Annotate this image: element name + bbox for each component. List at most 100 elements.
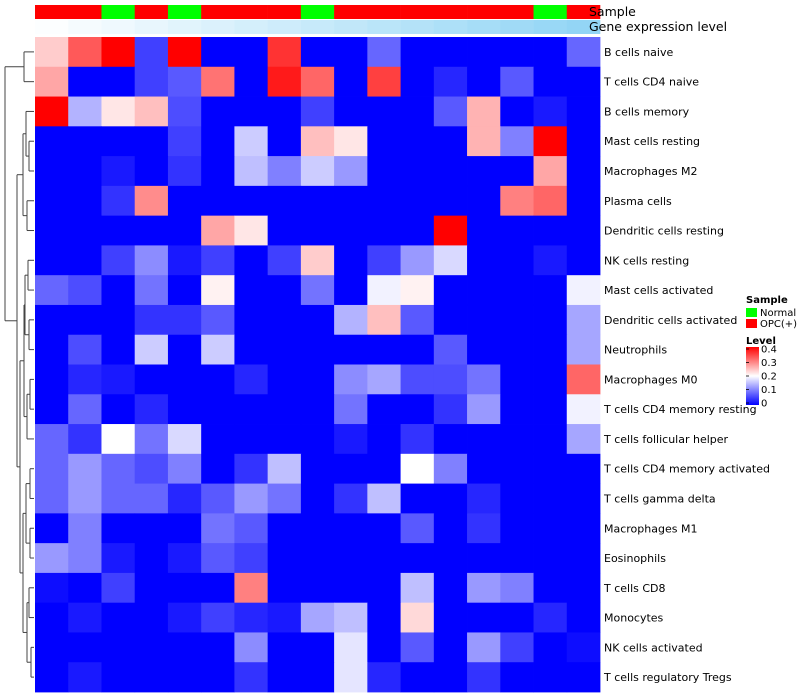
heatmap-cell [167,453,202,484]
heatmap-cell [68,424,102,455]
heatmap-cell [300,304,335,336]
heatmap-cell [201,96,235,127]
heatmap-cell [134,364,169,395]
heatmap-cell [400,453,435,484]
heatmap-cell [433,334,468,365]
heatmap-cell [300,513,335,544]
heatmap-cell [433,156,468,187]
heatmap-cell [234,453,269,484]
heatmap-cell [467,453,501,484]
heatmap-cell [68,126,102,157]
heatmap-cell [467,156,501,187]
heatmap-cell [533,543,568,574]
heatmap-cell [134,483,169,514]
heatmap-cell [201,453,235,484]
heatmap-cell [300,483,335,514]
heatmap-cell [167,364,202,395]
heatmap-cell [467,483,501,514]
heatmap-cell [367,364,401,395]
heatmap-cell [467,185,501,217]
heatmap-cell [201,483,235,514]
legend-tick-label: 0.1 [761,385,777,396]
heatmap-cell [234,632,269,663]
heatmap-cell [267,37,302,68]
heatmap-cell [433,513,468,544]
heatmap-cell [500,185,534,217]
heatmap-cell [68,334,102,365]
heatmap-cell [566,185,601,217]
heatmap-cell [334,37,368,68]
heatmap-cell [267,662,302,693]
row-label: T cells CD4 naive [603,76,699,89]
heatmap-cell [101,424,136,455]
heatmap-cell [68,245,102,276]
heatmap-cell [134,275,169,306]
heatmap-cell [467,513,501,544]
heatmap-cell [267,126,302,157]
heatmap-cell [68,96,102,127]
heatmap-cell [367,215,401,246]
heatmap-cell [566,572,601,604]
heatmap-cell [367,543,401,574]
heatmap-cell [334,304,368,336]
heatmap-cell [234,662,269,693]
heatmap-cell [201,126,235,157]
heatmap-cell [566,275,601,306]
heatmap-cell [500,304,534,336]
heatmap-cell [134,394,169,425]
heatmap-cell [566,126,601,157]
heatmap-cell [533,424,568,455]
heatmap-cell [566,662,601,693]
heatmap-cell [35,364,69,395]
heatmap-cell [234,156,269,187]
heatmap-cell [467,364,501,395]
heatmap-cell [533,96,568,127]
heatmap-cell [167,304,202,336]
heatmap-cell [334,424,368,455]
legend-swatch-normal [746,308,757,317]
row-label: T cells follicular helper [603,433,729,446]
legend-label-normal: Normal [760,308,796,319]
heatmap-cell [334,275,368,306]
heatmap-cell [101,453,136,484]
heatmap-cell [234,513,269,544]
heatmap-cell [234,394,269,425]
heatmap-cell [400,543,435,574]
legend-swatch-opc [746,319,757,328]
heatmap-cell [267,245,302,276]
heatmap-cell [400,483,435,514]
heatmap-cell [267,602,302,633]
heatmap-cell [134,215,169,246]
heatmap-cell [201,185,235,217]
legend-tick-label: 0.2 [761,372,777,383]
heatmap-cell [533,632,568,663]
heatmap-cell [400,215,435,246]
row-label: T cells CD8 [603,582,666,595]
heatmap-cell [334,96,368,127]
heatmap-cell [500,96,534,127]
heatmap-cell [35,334,69,365]
heatmap-cell [35,662,69,693]
heatmap-cell [500,156,534,187]
heatmap-cell [566,632,601,663]
heatmap-cell [433,424,468,455]
heatmap-cell [500,394,534,425]
heatmap-cell [267,156,302,187]
heatmap-cell [167,602,202,633]
heatmap-cell [35,632,69,663]
heatmap-cell [467,96,501,127]
heatmap-cell [167,394,202,425]
level-cell [467,20,501,34]
heatmap-cell [500,126,534,157]
heatmap-cell [68,662,102,693]
heatmap-cell [134,513,169,544]
heatmap-cell [533,662,568,693]
heatmap-cell [134,66,169,97]
heatmap-cell [533,66,568,97]
heatmap-cell [500,662,534,693]
heatmap-cell [234,304,269,336]
sample-cell [400,5,435,19]
heatmap-cell [267,483,302,514]
heatmap-cell [167,662,202,693]
heatmap-cell [134,334,169,365]
